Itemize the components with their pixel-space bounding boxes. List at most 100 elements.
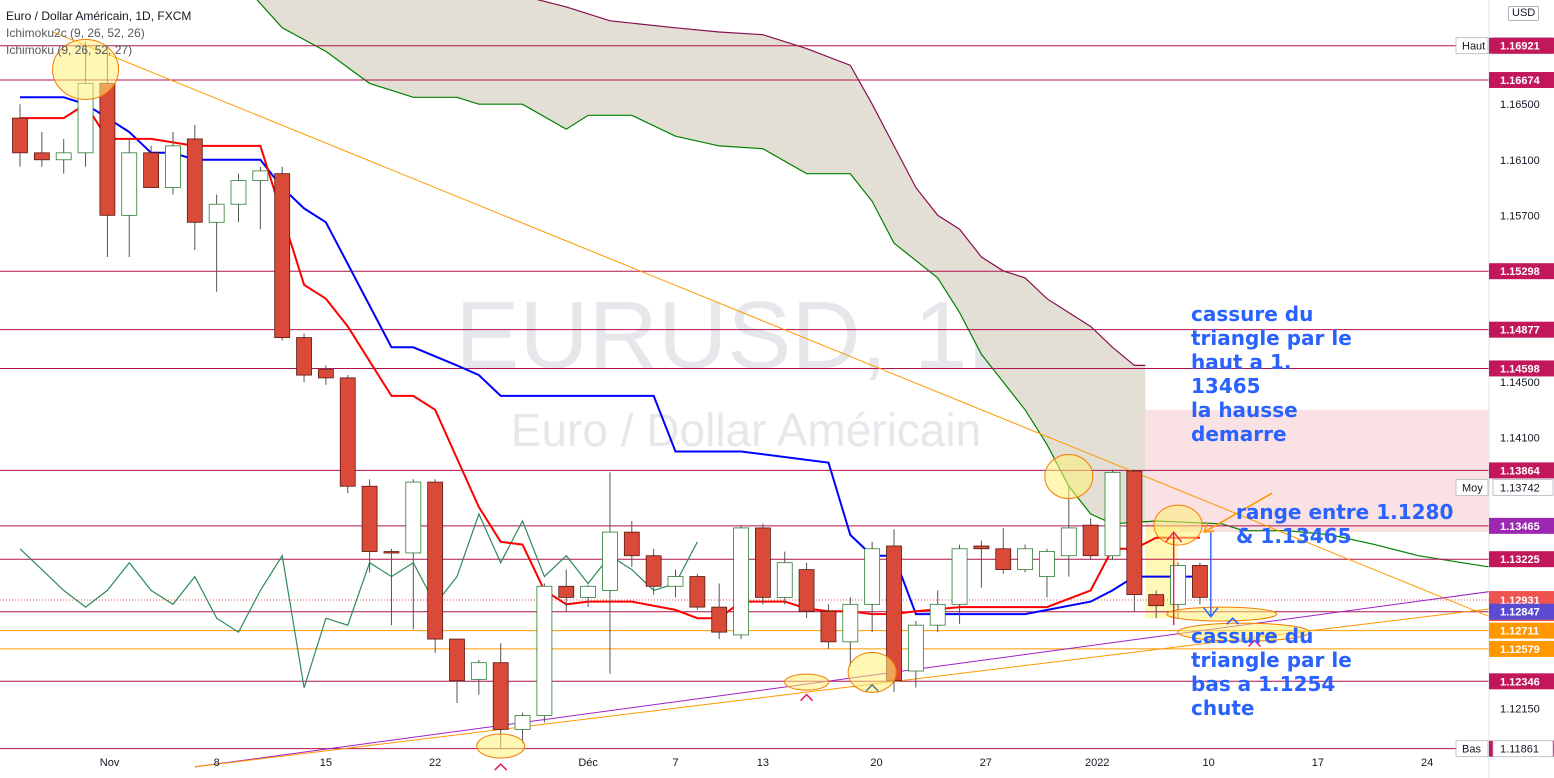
candle-body (33, 152, 50, 161)
price-stat-label-text: Bas (1462, 744, 1481, 756)
candle-body (121, 152, 138, 216)
x-axis: Nov 8 15 22 Déc 7 13 20 27 2022 10 17 24 (100, 757, 1433, 769)
x-axis-label: 10 (1203, 757, 1215, 769)
candle-body (449, 638, 465, 682)
x-axis-label: 20 (870, 757, 882, 769)
highlight-markers (52, 38, 1311, 771)
candle-body (208, 203, 225, 223)
candle-body (689, 576, 706, 608)
candle-body (929, 603, 946, 626)
price-level-tag-value: 1.12579 (1500, 644, 1540, 656)
x-axis-label: Déc (578, 757, 598, 769)
x-axis-label: 15 (320, 757, 332, 769)
price-level-tag (1489, 673, 1554, 690)
caret-marker-1 (800, 693, 814, 702)
candle-body (1017, 548, 1033, 571)
candle-body (864, 548, 881, 605)
candle-body (907, 624, 924, 672)
candle-body (1060, 527, 1077, 557)
candle-body (514, 715, 531, 730)
price-level-tag-value: 1.12847 (1500, 607, 1540, 619)
x-axis-label: 8 (214, 757, 220, 769)
candle-body (1192, 565, 1208, 598)
price-level-tag (1489, 517, 1554, 534)
price-tick-label: 1.15700 (1500, 210, 1540, 222)
candle-body (405, 481, 422, 554)
highlight-ellipse-6 (1166, 606, 1278, 622)
price-stat-label-text: Haut (1462, 41, 1485, 53)
caret-marker-4 (1247, 639, 1262, 648)
price-level-tag-value: 1.14877 (1500, 325, 1540, 337)
price-level-tag (1489, 72, 1554, 89)
candle-body (383, 551, 400, 554)
candle-body (361, 485, 378, 552)
candle-body (645, 555, 662, 587)
currency-label: USD (1512, 7, 1536, 19)
candle-body (317, 369, 334, 379)
candle-body (186, 138, 203, 223)
price-level-tag (1489, 37, 1554, 54)
caret-marker-2 (865, 683, 879, 692)
price-tick-label: 1.12150 (1500, 704, 1540, 716)
price-level-tag-value: 1.16674 (1500, 75, 1541, 87)
candle-body (798, 569, 815, 612)
candle-body (951, 548, 968, 605)
annotation-breakout-up: cassure du triangle par le haut a 1. 134… (1191, 302, 1352, 446)
watermark-ticker: EURUSD, 1D (455, 282, 1036, 389)
price-level-tag-value: 1.16921 (1500, 41, 1540, 53)
caret-marker-0 (494, 762, 508, 771)
price-stat-value: 1.13742 (1500, 482, 1540, 494)
orange-arrow-line (1203, 492, 1273, 533)
candle-body (492, 662, 509, 730)
price-stat-label-box (1455, 740, 1489, 758)
price-level-tag-value: 1.13864 (1500, 465, 1541, 477)
x-axis-label: 24 (1421, 757, 1433, 769)
candle-body (667, 576, 684, 587)
candle-body (842, 603, 859, 643)
price-level-tag-value: 1.14598 (1500, 363, 1540, 375)
price-stat-box (1492, 740, 1554, 758)
candle-body (252, 170, 269, 182)
highlight-ellipse-3 (847, 651, 897, 693)
candle-body (973, 545, 990, 550)
price-level-tag (1489, 462, 1554, 479)
ichimoku-cloud (256, 0, 1489, 568)
candle-body (427, 481, 444, 640)
price-axis[interactable]: 1.16500 1.16100 1.15700 1.14500 1.14100 1.121… (1455, 0, 1554, 778)
price-tick-label: 1.16500 (1500, 99, 1540, 111)
price-stat-label-box (1455, 37, 1489, 55)
candle-body (470, 662, 487, 680)
candle-body (602, 531, 618, 591)
candle-body (820, 610, 837, 643)
x-axis-label: 2022 (1085, 757, 1109, 769)
highlight-ellipse-7 (1177, 622, 1311, 642)
candle-body (165, 145, 181, 188)
chikou-line (19, 512, 698, 688)
price-level-tag-value: 1.13465 (1500, 521, 1540, 533)
x-axis-label: Nov (100, 757, 120, 769)
x-axis-label: 17 (1312, 757, 1324, 769)
candle-body (733, 527, 749, 636)
price-tick-label: 1.14500 (1500, 377, 1540, 389)
range-zone-0 (1145, 409, 1489, 533)
price-level-tag (1489, 263, 1554, 280)
price-level-tag (1489, 321, 1554, 338)
cloud-fill (257, 0, 1146, 524)
x-axis-label: 22 (429, 757, 441, 769)
currency-badge[interactable]: USD (1508, 6, 1540, 21)
candle-body (1039, 551, 1055, 577)
price-stat-label-text: Moy (1462, 482, 1483, 494)
annotation-breakout-down: cassure du triangle par le bas a 1.1254 … (1191, 624, 1352, 720)
indicator-label-ichimoku[interactable]: Ichimoku (9, 26, 52, 27) (6, 43, 133, 57)
indicator-label-ichimoku2c[interactable]: Ichimoku2c (9, 26, 52, 26) (6, 26, 145, 40)
candle-body (1170, 565, 1186, 605)
price-level-tag (1489, 640, 1554, 657)
symbol-title[interactable]: Euro / Dollar Américain, 1D, FXCM (6, 9, 192, 23)
highlight-ellipse-0 (52, 38, 120, 100)
watermark-name: Euro / Dollar Américain (511, 404, 981, 456)
price-tick-label: 1.16100 (1500, 155, 1540, 167)
candle-body (12, 117, 28, 154)
watermark: EURUSD, 1D Euro / Dollar Américain (455, 282, 1036, 456)
price-level-tag-value: 1.13225 (1500, 554, 1540, 566)
